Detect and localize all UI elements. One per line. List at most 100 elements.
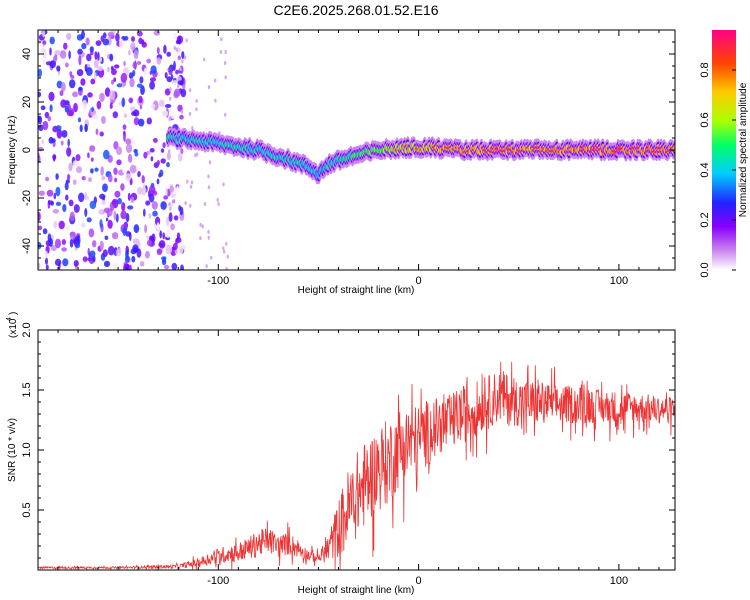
- noise-blob: [131, 111, 137, 116]
- noise-blob: [90, 51, 94, 56]
- noise-blob: [99, 131, 104, 137]
- noise-blob: [190, 180, 194, 185]
- noise-blob: [133, 49, 139, 60]
- noise-blob: [125, 143, 133, 153]
- noise-blob: [40, 105, 46, 111]
- noise-blob: [69, 79, 76, 89]
- colorbar-tick-label: 0.8: [699, 62, 711, 77]
- noise-blob: [72, 179, 77, 185]
- noise-blob: [82, 256, 88, 262]
- noise-blob: [139, 104, 143, 110]
- noise-blob: [116, 83, 123, 88]
- noise-blob: [65, 62, 69, 68]
- noise-blob: [103, 124, 108, 134]
- noise-blob: [73, 204, 80, 213]
- noise-blob: [66, 110, 74, 117]
- colorbar-tick-label: 0.0: [699, 262, 711, 277]
- noise-blob: [162, 232, 166, 240]
- noise-blob: [113, 167, 118, 175]
- noise-blob: [160, 158, 166, 164]
- noise-blob: [127, 192, 131, 201]
- noise-blob: [55, 186, 61, 197]
- noise-blob: [65, 194, 69, 201]
- noise-blob: [148, 185, 156, 195]
- noise-blob: [111, 200, 116, 205]
- noise-blob: [115, 213, 119, 223]
- noise-blob: [84, 64, 88, 72]
- noise-blob: [48, 238, 53, 247]
- noise-blob: [158, 240, 166, 249]
- noise-blob: [55, 125, 62, 131]
- noise-blob: [145, 250, 150, 259]
- noise-blob: [195, 152, 199, 157]
- noise-blob: [185, 38, 188, 43]
- y-tick-label: 1.5: [21, 382, 33, 397]
- noise-blob: [176, 232, 181, 240]
- noise-blob: [53, 221, 57, 229]
- noise-blob: [56, 65, 61, 72]
- noise-blob: [66, 32, 72, 41]
- noise-blob: [96, 100, 102, 110]
- noise-blob: [103, 207, 111, 214]
- x-tick-label: 100: [610, 275, 628, 287]
- noise-blob: [177, 84, 180, 89]
- noise-blob: [169, 96, 172, 101]
- noise-blob: [123, 35, 129, 41]
- noise-blob: [107, 245, 115, 256]
- noise-blob: [42, 120, 49, 131]
- noise-blob: [113, 262, 118, 270]
- noise-blob: [58, 220, 65, 230]
- noise-blob: [60, 99, 67, 108]
- y-tick-label: -40: [21, 238, 33, 254]
- noise-blob: [42, 228, 48, 235]
- y-tick-label: 2.0: [21, 322, 33, 337]
- noise-blob: [99, 209, 104, 215]
- noise-blob: [156, 248, 163, 255]
- noise-blob: [173, 60, 176, 71]
- noise-blob: [182, 84, 186, 90]
- noise-blob: [179, 114, 184, 120]
- noise-blob: [109, 90, 116, 100]
- noise-blob: [225, 241, 228, 246]
- noise-blob: [160, 148, 165, 153]
- noise-blob: [104, 87, 111, 97]
- noise-blob: [100, 200, 107, 206]
- noise-blob: [84, 123, 88, 133]
- noise-blob: [81, 30, 85, 40]
- noise-blob: [166, 152, 171, 161]
- noise-blob: [123, 132, 126, 142]
- snr-scale-label: (x10 4 ): [6, 312, 19, 338]
- noise-blob: [189, 184, 193, 189]
- noise-blob: [69, 238, 74, 248]
- noise-blob: [75, 242, 81, 249]
- x-tick-label: 100: [610, 575, 628, 587]
- noise-blob: [163, 264, 170, 270]
- noise-blob: [99, 92, 105, 102]
- noise-blob: [47, 115, 52, 122]
- noise-blob: [225, 266, 228, 270]
- noise-blob: [146, 58, 151, 64]
- noise-blob: [203, 57, 206, 62]
- noise-blob: [120, 183, 125, 191]
- noise-blob: [203, 202, 207, 206]
- x-tick-label: -100: [207, 575, 229, 587]
- noise-blob: [220, 37, 223, 42]
- noise-blob: [207, 235, 210, 240]
- noise-blob: [125, 173, 132, 182]
- noise-blob: [49, 104, 53, 113]
- noise-blob: [170, 112, 177, 119]
- noise-blob: [38, 211, 41, 222]
- noise-blob: [173, 215, 179, 221]
- noise-blob: [162, 142, 166, 149]
- noise-blob: [207, 174, 210, 179]
- noise-blob: [162, 257, 166, 263]
- noise-blob: [153, 30, 161, 36]
- noise-blob: [70, 61, 73, 71]
- noise-blob: [91, 106, 94, 112]
- spectrogram-y-ticks: -40 -20 0 20 40: [21, 41, 675, 259]
- noise-blob: [94, 51, 98, 60]
- noise-blob: [128, 72, 134, 79]
- noise-blob: [122, 227, 127, 236]
- x-tick-label: -100: [207, 275, 229, 287]
- noise-blob: [199, 236, 202, 241]
